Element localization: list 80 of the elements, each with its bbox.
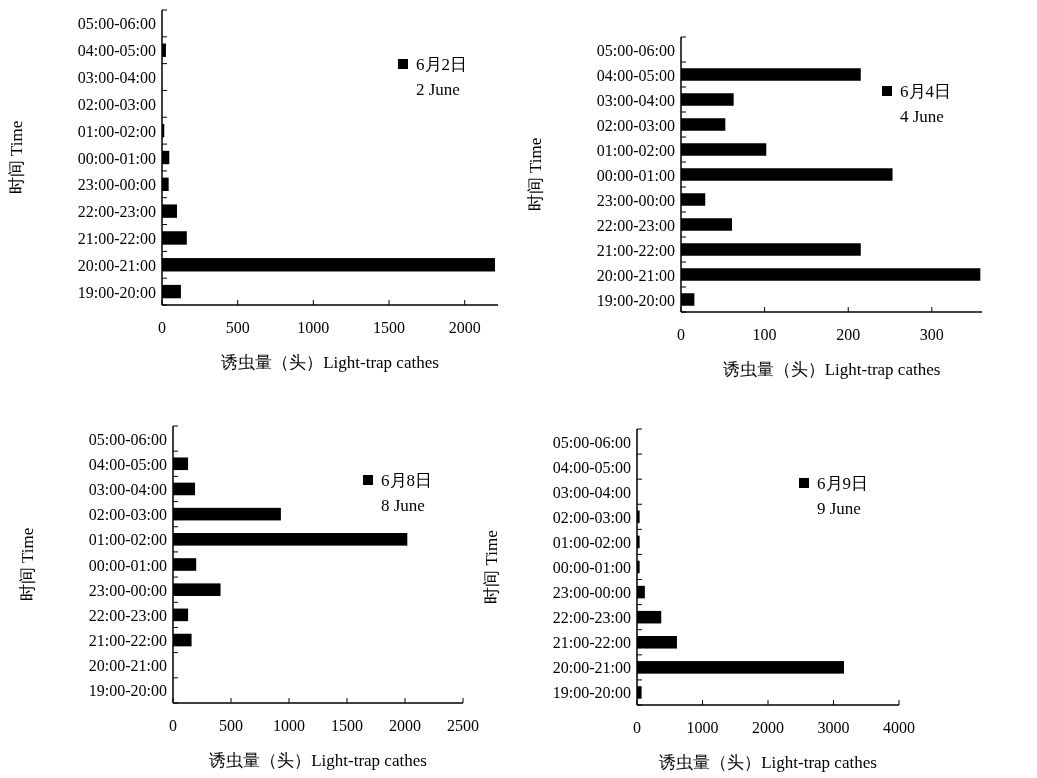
- y-tick-label: 03:00-04:00: [77, 69, 156, 87]
- x-tick-label: 0: [677, 326, 685, 343]
- x-tick-label: 0: [158, 319, 166, 336]
- y-tick-label: 20:00-21:00: [88, 657, 167, 675]
- y-tick-label: 22:00-23:00: [596, 216, 675, 234]
- y-tick-label: 20:00-21:00: [77, 256, 156, 274]
- y-tick-label: 23:00-00:00: [596, 191, 675, 209]
- legend-label: 6月8日 8 June: [381, 471, 432, 515]
- y-tick-label: 20:00-21:00: [596, 266, 675, 284]
- x-tick-label: 100: [752, 326, 777, 343]
- legend: 6月4日 4 June: [882, 82, 951, 126]
- x-tick-label: 1500: [373, 319, 406, 336]
- y-tick-label: 19:00-20:00: [552, 684, 631, 702]
- y-tick-label: 05:00-06:00: [596, 41, 675, 59]
- y-tick-label: 01:00-02:00: [88, 531, 167, 549]
- x-tick-label: 4000: [883, 719, 915, 736]
- y-tick-label: 03:00-04:00: [552, 483, 631, 501]
- x-tick-label: 1000: [686, 719, 719, 736]
- y-tick-label: 01:00-02:00: [552, 533, 631, 551]
- y-tick-label: 22:00-23:00: [77, 203, 156, 221]
- y-tick-label: 23:00-00:00: [77, 176, 156, 194]
- y-tick-label: 21:00-22:00: [77, 229, 156, 247]
- y-tick-label: 04:00-05:00: [596, 66, 675, 84]
- y-tick-label: 00:00-01:00: [596, 166, 675, 184]
- y-tick-label: 03:00-04:00: [88, 480, 167, 498]
- y-axis-title: 时间 Time: [526, 137, 545, 212]
- x-tick-label: 500: [219, 717, 243, 734]
- y-tick-label: 02:00-03:00: [77, 95, 156, 113]
- x-tick-label: 1000: [297, 319, 330, 336]
- y-tick-label: 19:00-20:00: [596, 291, 675, 309]
- y-tick-label: 04:00-05:00: [77, 42, 156, 60]
- x-tick-label: 2500: [447, 717, 479, 734]
- y-tick-label: 05:00-06:00: [552, 433, 631, 451]
- y-tick-label: 03:00-04:00: [596, 91, 675, 109]
- y-tick-label: 19:00-20:00: [77, 283, 156, 301]
- x-tick-label: 200: [836, 326, 861, 343]
- x-axis-title: 诱虫量（头）Light-trap cathes: [659, 753, 877, 772]
- y-tick-label: 04:00-05:00: [88, 455, 167, 473]
- x-axis-title: 诱虫量（头）Light-trap cathes: [209, 751, 427, 770]
- y-tick-label: 00:00-01:00: [552, 559, 631, 576]
- x-tick-label: 1500: [331, 717, 363, 734]
- legend-label: 6月2日 2 June: [416, 55, 467, 99]
- y-tick-label: 23:00-00:00: [552, 584, 631, 602]
- x-tick-label: 3000: [817, 719, 850, 736]
- legend: 6月9日 9 June: [799, 474, 868, 518]
- y-tick-label: 19:00-20:00: [88, 682, 167, 700]
- legend: 6月8日 8 June: [363, 471, 432, 515]
- y-tick-label: 23:00-00:00: [88, 581, 167, 599]
- y-tick-label: 20:00-21:00: [552, 659, 631, 677]
- y-tick-label: 05:00-06:00: [77, 15, 156, 33]
- x-tick-label: 300: [919, 326, 944, 343]
- x-tick-label: 500: [225, 319, 250, 336]
- x-axis-title: 诱虫量（头）Light-trap cathes: [221, 353, 439, 372]
- legend-label: 6月9日 9 June: [817, 474, 868, 518]
- y-axis-title: 时间 Time: [7, 120, 26, 195]
- y-tick-label: 00:00-01:00: [77, 149, 156, 167]
- x-tick-label: 2000: [448, 319, 481, 336]
- y-tick-label: 22:00-23:00: [88, 606, 167, 624]
- y-tick-label: 02:00-03:00: [552, 508, 631, 526]
- x-axis-title: 诱虫量（头）Light-trap cathes: [722, 360, 941, 379]
- y-tick-label: 01:00-02:00: [77, 122, 156, 140]
- y-tick-label: 04:00-05:00: [552, 458, 631, 476]
- legend: 6月2日 2 June: [398, 55, 467, 99]
- x-tick-label: 1000: [273, 717, 305, 734]
- y-tick-label: 00:00-01:00: [88, 556, 167, 574]
- y-tick-label: 02:00-03:00: [596, 116, 675, 134]
- y-tick-label: 01:00-02:00: [596, 141, 675, 159]
- y-axis-title: 时间 Time: [482, 530, 501, 604]
- x-tick-label: 0: [169, 717, 177, 734]
- x-tick-label: 2000: [752, 719, 784, 736]
- y-tick-label: 02:00-03:00: [88, 506, 167, 524]
- y-tick-label: 21:00-22:00: [596, 241, 675, 259]
- y-tick-label: 22:00-23:00: [552, 609, 631, 627]
- y-axis-title: 时间 Time: [18, 527, 37, 602]
- y-tick-label: 21:00-22:00: [552, 634, 631, 652]
- y-tick-label: 05:00-06:00: [88, 430, 167, 448]
- legend-label: 6月4日 4 June: [900, 82, 951, 126]
- y-tick-label: 21:00-22:00: [88, 632, 167, 650]
- x-tick-label: 2000: [389, 717, 421, 734]
- x-tick-label: 0: [633, 719, 641, 736]
